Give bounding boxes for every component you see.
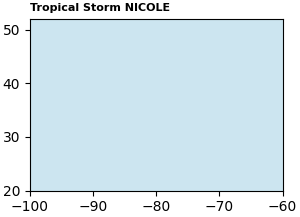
Text: Tropical Storm NICOLE: Tropical Storm NICOLE: [30, 3, 170, 13]
